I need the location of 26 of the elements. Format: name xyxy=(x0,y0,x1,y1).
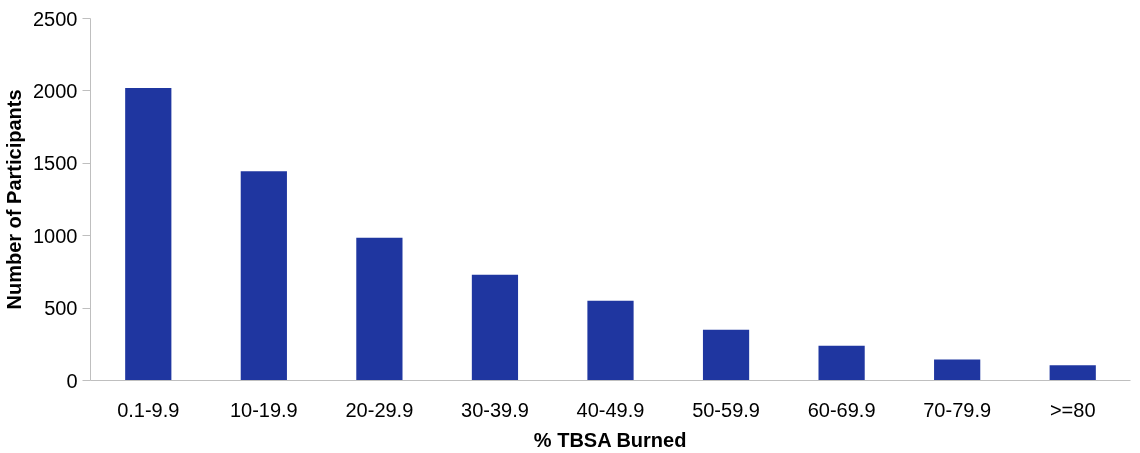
bar xyxy=(934,359,981,381)
bar xyxy=(1049,365,1096,381)
bar xyxy=(356,237,403,381)
y-tick-label: 2500 xyxy=(33,7,78,30)
x-tick-label: 10-19.9 xyxy=(229,398,298,421)
bar xyxy=(587,300,634,381)
x-tick-label: 50-59.9 xyxy=(692,398,760,421)
y-axis-title: Number of Participants xyxy=(3,89,26,310)
bar xyxy=(818,345,865,381)
y-tick-label: 0 xyxy=(66,369,78,392)
x-tick-label: 30-39.9 xyxy=(461,398,529,421)
y-tick-label: 2000 xyxy=(33,79,78,102)
x-tick-label: 0.1-9.9 xyxy=(117,398,180,421)
x-tick-label: >=80 xyxy=(1049,398,1096,421)
y-tick-label: 1000 xyxy=(33,224,78,247)
x-axis-title: % TBSA Burned xyxy=(533,428,687,451)
bar xyxy=(702,329,750,381)
bar xyxy=(125,88,172,381)
y-tick-label: 500 xyxy=(44,297,78,320)
bar xyxy=(471,274,519,381)
x-tick-label: 20-29.9 xyxy=(345,398,414,421)
x-tick-label: 70-79.9 xyxy=(923,398,992,421)
x-tick-label: 60-69.9 xyxy=(807,398,876,421)
x-tick-label: 40-49.9 xyxy=(576,398,645,421)
y-tick-label: 1500 xyxy=(33,152,78,175)
bar xyxy=(240,171,287,381)
